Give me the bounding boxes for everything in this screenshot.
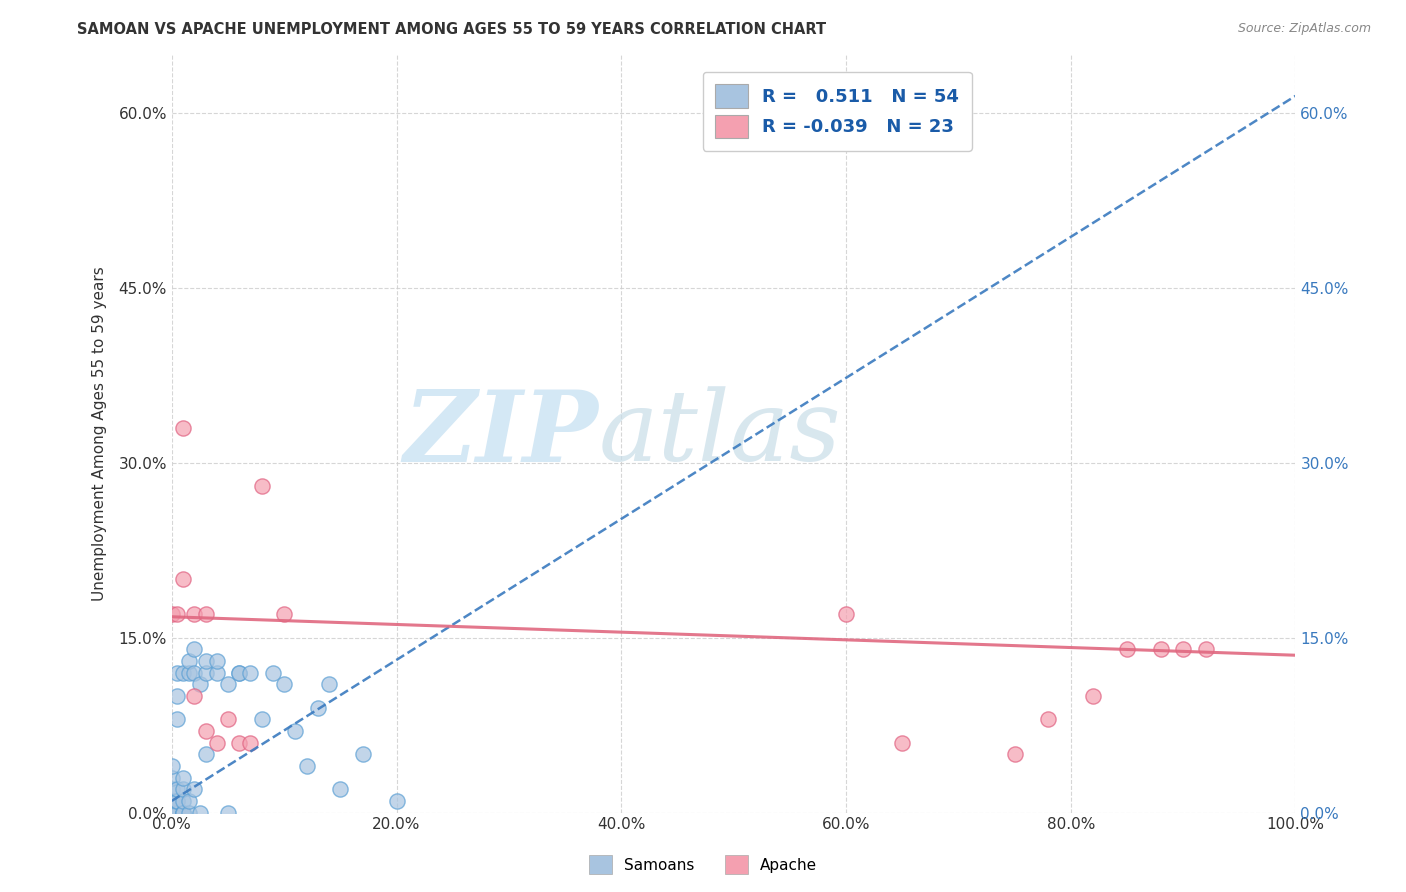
Point — [160, 805, 183, 820]
Point — [172, 782, 194, 797]
Text: atlas: atlas — [599, 386, 842, 482]
Point — [318, 677, 340, 691]
Point — [166, 805, 188, 820]
Point — [160, 805, 183, 820]
Point — [194, 747, 217, 762]
Point — [194, 654, 217, 668]
Point — [239, 736, 262, 750]
Point — [166, 665, 188, 680]
Point — [194, 665, 217, 680]
Point — [166, 805, 188, 820]
Point — [160, 782, 183, 797]
Point — [1004, 747, 1026, 762]
Point — [172, 573, 194, 587]
Point — [183, 607, 205, 622]
Point — [228, 665, 250, 680]
Point — [284, 723, 307, 738]
Legend: Samoans, Apache: Samoans, Apache — [582, 849, 824, 880]
Point — [262, 665, 284, 680]
Point — [172, 805, 194, 820]
Text: Source: ZipAtlas.com: Source: ZipAtlas.com — [1237, 22, 1371, 36]
Point — [188, 677, 211, 691]
Point — [166, 782, 188, 797]
Point — [385, 794, 408, 808]
Point — [160, 759, 183, 773]
Point — [250, 712, 273, 726]
Point — [172, 421, 194, 435]
Point — [1149, 642, 1171, 657]
Text: ZIP: ZIP — [404, 385, 599, 482]
Point — [205, 654, 228, 668]
Point — [1194, 642, 1216, 657]
Point — [1038, 712, 1060, 726]
Point — [183, 642, 205, 657]
Point — [307, 700, 329, 714]
Point — [891, 736, 914, 750]
Point — [160, 607, 183, 622]
Point — [177, 794, 200, 808]
Point — [1083, 689, 1105, 703]
Point — [160, 805, 183, 820]
Point — [228, 736, 250, 750]
Point — [172, 771, 194, 785]
Point — [160, 794, 183, 808]
Point — [160, 805, 183, 820]
Point — [160, 794, 183, 808]
Point — [205, 665, 228, 680]
Point — [183, 665, 205, 680]
Point — [217, 712, 239, 726]
Point — [183, 782, 205, 797]
Point — [188, 805, 211, 820]
Point — [172, 805, 194, 820]
Point — [835, 607, 858, 622]
Point — [172, 665, 194, 680]
Point — [239, 665, 262, 680]
Point — [177, 665, 200, 680]
Point — [228, 665, 250, 680]
Point — [194, 607, 217, 622]
Point — [160, 771, 183, 785]
Y-axis label: Unemployment Among Ages 55 to 59 years: Unemployment Among Ages 55 to 59 years — [93, 267, 107, 601]
Point — [194, 723, 217, 738]
Point — [295, 759, 318, 773]
Point — [217, 805, 239, 820]
Point — [1171, 642, 1194, 657]
Point — [250, 479, 273, 493]
Legend: R =   0.511   N = 54, R = -0.039   N = 23: R = 0.511 N = 54, R = -0.039 N = 23 — [703, 71, 972, 151]
Point — [177, 654, 200, 668]
Point — [352, 747, 374, 762]
Point — [166, 794, 188, 808]
Point — [217, 677, 239, 691]
Point — [166, 607, 188, 622]
Point — [166, 689, 188, 703]
Point — [177, 805, 200, 820]
Point — [166, 712, 188, 726]
Text: SAMOAN VS APACHE UNEMPLOYMENT AMONG AGES 55 TO 59 YEARS CORRELATION CHART: SAMOAN VS APACHE UNEMPLOYMENT AMONG AGES… — [77, 22, 827, 37]
Point — [273, 677, 295, 691]
Point — [160, 805, 183, 820]
Point — [205, 736, 228, 750]
Point — [329, 782, 352, 797]
Point — [172, 805, 194, 820]
Point — [172, 794, 194, 808]
Point — [183, 689, 205, 703]
Point — [273, 607, 295, 622]
Point — [1116, 642, 1139, 657]
Point — [166, 794, 188, 808]
